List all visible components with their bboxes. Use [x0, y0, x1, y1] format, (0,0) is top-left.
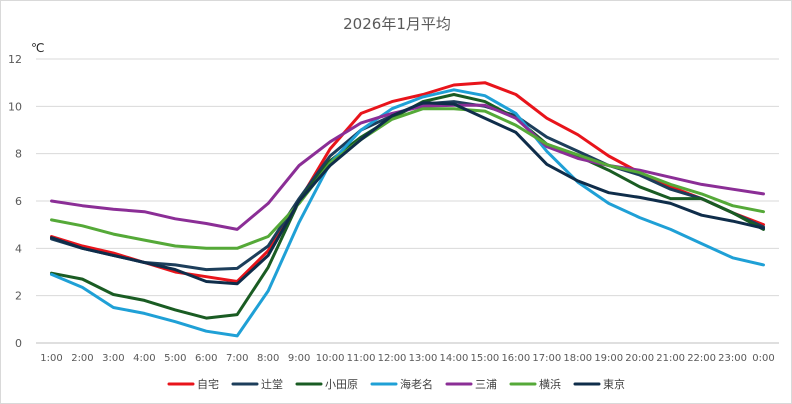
legend-item[interactable]: 海老名: [370, 377, 433, 391]
y-tick-label: 8: [15, 148, 22, 161]
series-line: [50, 93, 765, 320]
x-tick-label: 2:00: [71, 353, 93, 364]
legend-item[interactable]: 東京: [573, 377, 625, 391]
legend-label: 自宅: [197, 377, 219, 391]
x-tick-label: 16:00: [501, 353, 530, 364]
series-line: [50, 100, 765, 272]
legend-label: 東京: [603, 377, 625, 391]
y-tick-label: 10: [8, 100, 22, 113]
series-line: [50, 88, 765, 338]
x-tick-label: 4:00: [133, 353, 155, 364]
y-tick-label: 2: [15, 290, 22, 303]
y-tick-label: 0: [15, 337, 22, 350]
x-tick-label: 20:00: [625, 353, 654, 364]
legend-item[interactable]: 辻堂: [231, 377, 283, 391]
x-tick-label: 18:00: [563, 353, 592, 364]
legend-item[interactable]: 三浦: [445, 378, 497, 391]
x-tick-label: 8:00: [257, 353, 279, 364]
x-axis-tick-labels: 1:00 2:00 3:00 4:00 5:00 6:00 7:00 8:00 9:00 10:0…: [40, 353, 775, 364]
x-tick-label: 17:00: [532, 353, 561, 364]
legend-label: 辻堂: [261, 377, 283, 391]
legend-item[interactable]: 小田原: [295, 378, 358, 391]
y-axis-tick-labels: 0 2 4 6 8 10 12: [8, 53, 22, 350]
x-tick-label: 14:00: [440, 353, 469, 364]
series-lines: [50, 81, 765, 338]
legend-item[interactable]: 自宅: [167, 377, 219, 391]
x-tick-label: 3:00: [102, 353, 124, 364]
y-tick-label: 12: [8, 53, 22, 66]
legend-label: 三浦: [475, 378, 497, 391]
legend[interactable]: 自宅 辻堂 小田原 海老名 三浦 横浜 東京: [167, 377, 625, 391]
x-tick-label: 5:00: [164, 353, 186, 364]
series-line: [50, 101, 765, 286]
x-tick-label: 7:00: [226, 353, 248, 364]
chart-title: 2026年1月平均: [343, 15, 451, 33]
legend-label: 小田原: [325, 378, 358, 391]
x-tick-label: 19:00: [594, 353, 623, 364]
y-tick-label: 6: [15, 195, 22, 208]
x-tick-label: 1:00: [40, 353, 62, 364]
legend-label: 海老名: [400, 377, 433, 391]
x-tick-label: 13:00: [409, 353, 438, 364]
x-tick-label: 12:00: [378, 353, 407, 364]
series-line: [50, 107, 765, 250]
x-tick-label: 6:00: [195, 353, 217, 364]
x-tick-label: 9:00: [288, 353, 310, 364]
y-axis-unit-label: ℃: [31, 41, 44, 55]
x-tick-label: 21:00: [656, 353, 685, 364]
x-tick-label: 0:00: [752, 353, 774, 364]
x-tick-label: 23:00: [718, 353, 747, 364]
y-tick-label: 4: [15, 242, 22, 255]
x-tick-label: 11:00: [347, 353, 376, 364]
gridlines: [36, 58, 779, 344]
x-tick-label: 22:00: [687, 353, 716, 364]
x-tick-label: 10:00: [316, 353, 345, 364]
legend-label: 横浜: [539, 377, 561, 391]
legend-item[interactable]: 横浜: [509, 377, 561, 391]
series-line: [50, 103, 765, 231]
x-tick-label: 15:00: [470, 353, 499, 364]
